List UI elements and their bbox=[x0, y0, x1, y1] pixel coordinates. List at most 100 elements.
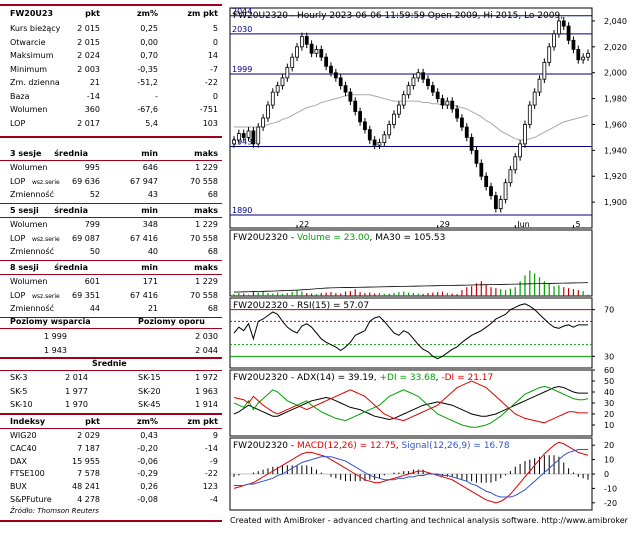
index-chg: -22 bbox=[204, 469, 218, 479]
session-header: 5 sesji średnia min maks bbox=[4, 205, 218, 217]
candle bbox=[232, 139, 236, 145]
idx-col-chg: zm pkt bbox=[187, 417, 218, 426]
y-tick-label: 2,020 bbox=[604, 43, 627, 52]
section-divider bbox=[0, 203, 222, 204]
candle bbox=[382, 134, 387, 143]
candle bbox=[285, 67, 290, 79]
volume-ma-line bbox=[233, 282, 589, 293]
quote-title: FW20U23 bbox=[10, 9, 54, 18]
session-max: 68 bbox=[207, 247, 218, 256]
session-title: 5 sesji bbox=[10, 206, 39, 215]
y-tick-label: 1,980 bbox=[604, 95, 627, 104]
candle bbox=[547, 46, 552, 63]
session-max: 1 229 bbox=[195, 220, 218, 229]
quote-label: Wolumen bbox=[10, 105, 48, 114]
x-tick-label: 5 bbox=[575, 220, 580, 229]
candle bbox=[363, 121, 367, 131]
adx-title-prefix: FW20U2320 - bbox=[233, 373, 297, 383]
levels-row: 1 999 2 030 bbox=[4, 331, 218, 343]
avg-name-2: SK-20 bbox=[138, 386, 161, 396]
candle bbox=[571, 39, 576, 50]
quote-label: LOP bbox=[10, 118, 26, 128]
index-pct: -0,06 bbox=[137, 456, 158, 466]
indices-header: Indeksy pkt zm% zm pkt bbox=[4, 416, 218, 428]
quote-label: Minimum bbox=[10, 64, 48, 74]
index-row: CAC40 7 187 -0,20 -14 bbox=[4, 443, 218, 455]
index-name: S&PFuture bbox=[10, 495, 52, 504]
avg-value-2: 1 972 bbox=[195, 373, 218, 382]
avg-name-2: SK-45 bbox=[138, 400, 161, 409]
quote-pct: 5,4 bbox=[145, 118, 158, 128]
section-divider bbox=[0, 370, 222, 371]
session-min: 348 bbox=[142, 220, 158, 229]
session-label: LOP bbox=[10, 233, 26, 243]
y-tick-label: 30 bbox=[604, 399, 614, 408]
session-avg: 601 bbox=[84, 277, 100, 286]
candle bbox=[498, 199, 503, 209]
index-pkt: 15 955 bbox=[72, 456, 100, 466]
session-row: LOP 69 636 67 947 70 558 wsz.serie bbox=[4, 176, 218, 188]
candle bbox=[358, 111, 362, 123]
section-divider bbox=[0, 357, 222, 359]
session-col-max: maks bbox=[194, 149, 218, 158]
candle bbox=[401, 94, 406, 106]
y-tick-label: 1,940 bbox=[604, 146, 627, 155]
candle bbox=[329, 65, 333, 74]
chart-panel-1 bbox=[229, 229, 593, 297]
chart-area: 2044 2030 1999 1943 1890 2,040 2,020 2,000 1,980… bbox=[226, 0, 640, 536]
y-tick-label: 2,000 bbox=[604, 69, 627, 78]
avg-name: SK-10 bbox=[10, 400, 33, 409]
candle bbox=[581, 56, 586, 61]
y-tick-label: 70 bbox=[604, 306, 614, 315]
session-label-note: wsz.serie bbox=[32, 292, 60, 300]
candle bbox=[275, 85, 280, 93]
chart-panel-2 bbox=[229, 297, 593, 369]
quote-row: Kurs bieżący 2 015 0,25 5 bbox=[4, 23, 218, 35]
adx-title-minusdi: -DI = 21.17 bbox=[441, 373, 493, 383]
candle bbox=[270, 91, 275, 106]
x-tick-label: Jun bbox=[516, 220, 530, 229]
candle bbox=[251, 130, 256, 145]
session-col-avg: średnia bbox=[54, 206, 88, 215]
quote-row: Otwarcie 2 015 0,00 0 bbox=[4, 37, 218, 49]
y-tick-label: 20 bbox=[604, 441, 614, 450]
left-data-panel: FW20U23 pkt zm% zm pkt Kurs bieżący 2 015… bbox=[0, 0, 222, 536]
top-divider bbox=[0, 4, 222, 6]
candle bbox=[552, 33, 556, 48]
session-avg: 69 636 bbox=[72, 176, 100, 186]
chart-panel-0 bbox=[229, 7, 593, 229]
session-label: LOP bbox=[10, 176, 26, 186]
session-title: 8 sesji bbox=[10, 263, 39, 272]
quote-chg: -751 bbox=[199, 105, 218, 114]
session-label: Zmienność bbox=[10, 304, 55, 313]
rsi-line bbox=[233, 303, 588, 360]
quote-pct: 0,00 bbox=[140, 37, 158, 47]
candle bbox=[503, 182, 508, 200]
candle bbox=[314, 49, 319, 54]
level-label: 2030 bbox=[232, 25, 252, 34]
candle bbox=[372, 139, 377, 146]
session-col-max: maks bbox=[194, 263, 218, 272]
session-label: Wolumen bbox=[10, 277, 48, 286]
index-pct: -0,20 bbox=[137, 443, 158, 453]
quote-pkt: 2 003 bbox=[77, 64, 100, 74]
quote-pct: 0,70 bbox=[140, 51, 158, 60]
quote-pkt: 2 015 bbox=[77, 37, 100, 47]
y-tick-label: 1,920 bbox=[604, 172, 627, 181]
avg-value: 1 970 bbox=[65, 400, 88, 409]
session-avg: 69 087 bbox=[72, 233, 100, 243]
section-divider bbox=[0, 317, 222, 318]
avg-value-2: 1 914 bbox=[195, 400, 218, 409]
quote-pkt: 2 017 bbox=[77, 118, 100, 128]
candle bbox=[333, 72, 338, 79]
quote-label: Zm. dzienna bbox=[10, 78, 60, 87]
session-min: 67 416 bbox=[130, 290, 158, 300]
session-col-max: maks bbox=[194, 206, 218, 215]
quote-pkt: 2 015 bbox=[77, 24, 100, 33]
adx-title-sep: , bbox=[436, 373, 442, 383]
adx-series-0 bbox=[233, 385, 588, 421]
index-pkt: 7 578 bbox=[77, 469, 100, 479]
candle bbox=[493, 195, 498, 209]
x-tick-label: 22 bbox=[299, 220, 309, 229]
session-avg: 799 bbox=[84, 220, 100, 229]
